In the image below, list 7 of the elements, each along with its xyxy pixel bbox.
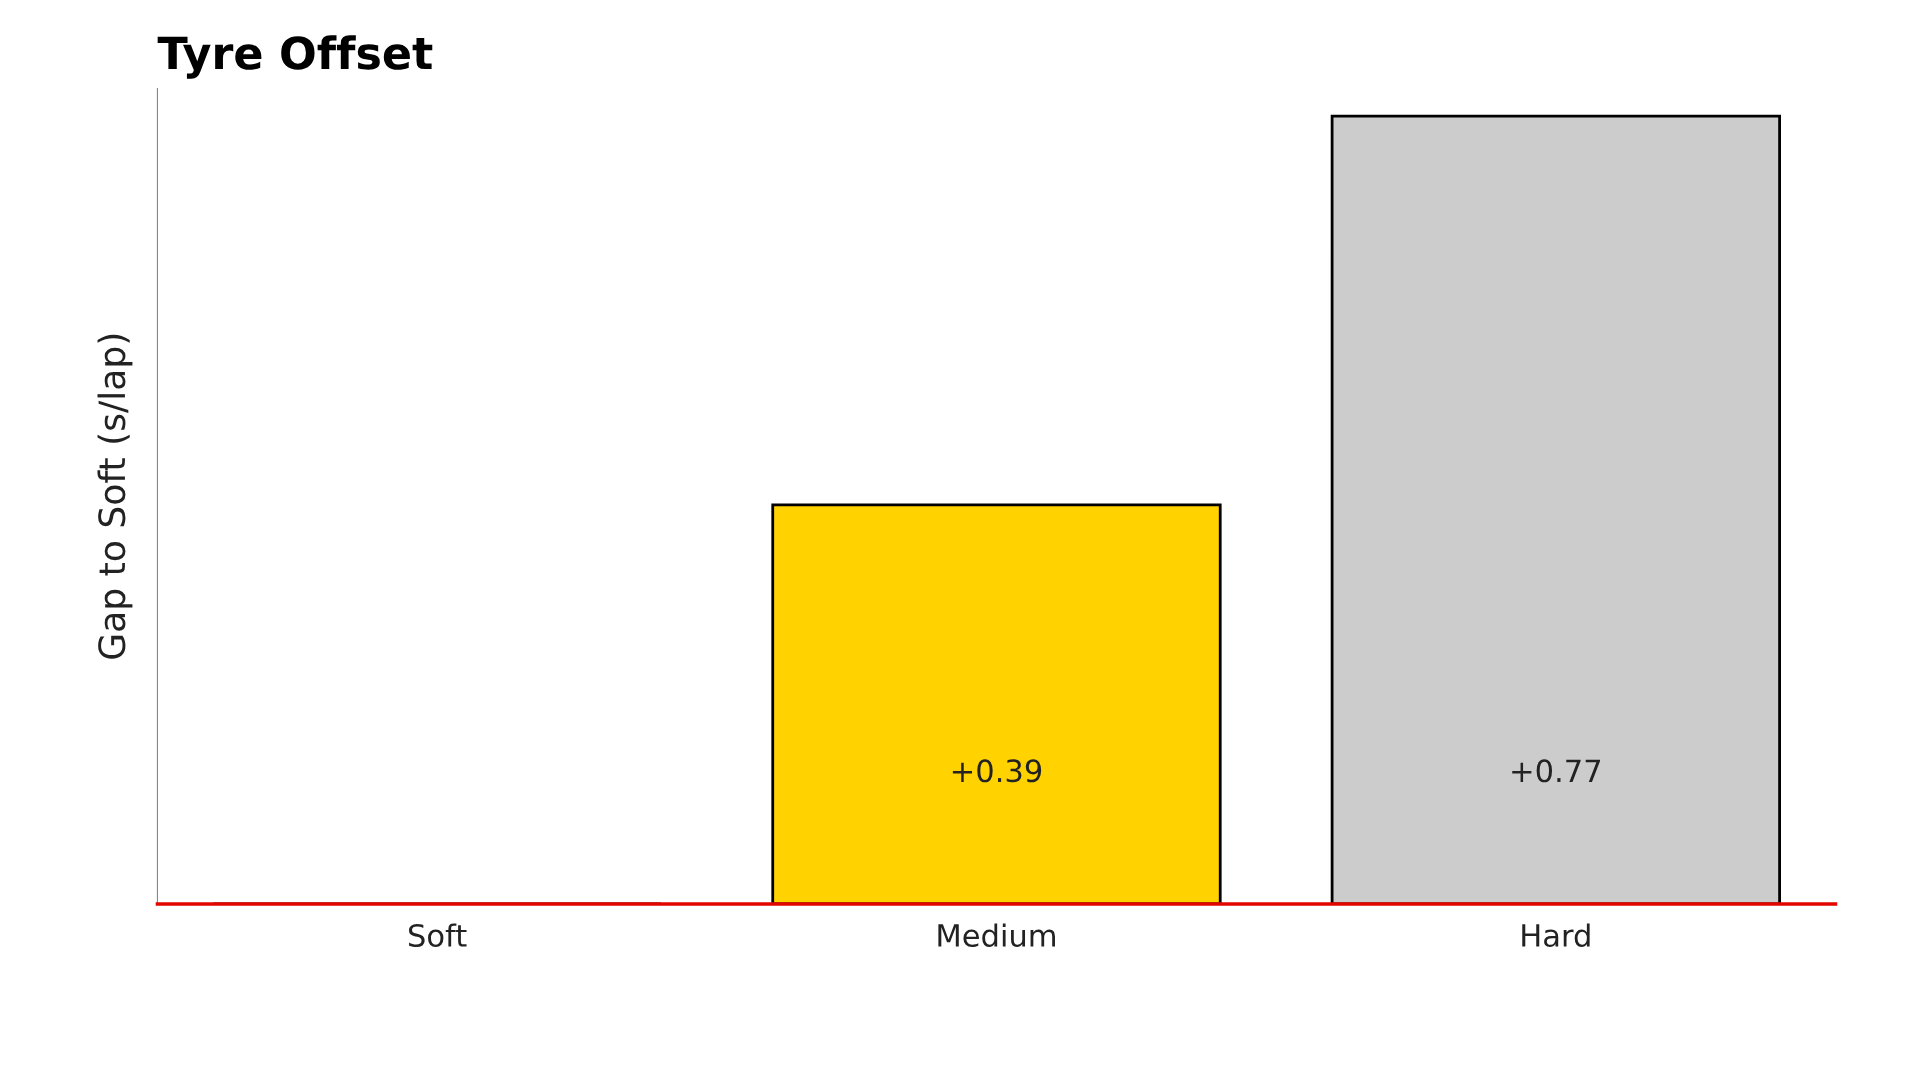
x-tick-label: Soft (408, 923, 467, 948)
data-label: +0.39 (952, 759, 1042, 783)
x-tick-label: Medium (938, 923, 1055, 948)
chart-title: Tyre Offset (157, 35, 433, 79)
y-axis-title: Gap to Soft (s/lap) (97, 334, 133, 659)
data-label: +0.77 (1512, 759, 1601, 783)
x-tick-label: Hard (1522, 923, 1590, 948)
